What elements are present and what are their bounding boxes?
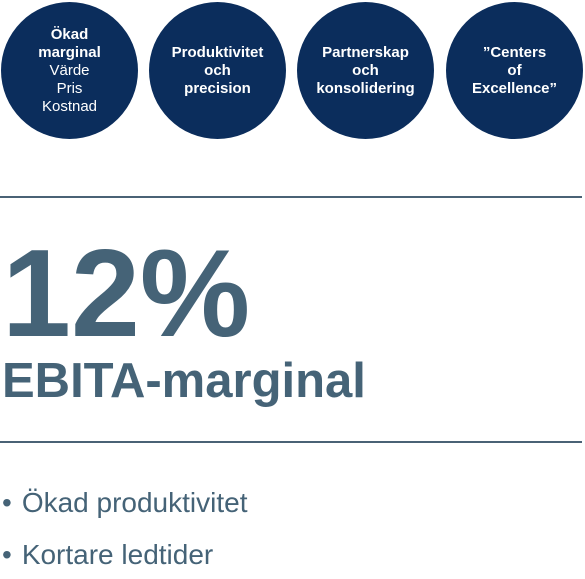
circle-3-line-2: och — [352, 61, 379, 79]
divider-bottom — [0, 441, 582, 443]
circle-1-line-2: marginal — [38, 43, 101, 61]
circle-1-line-4: Pris — [56, 79, 83, 97]
circle-4-line-3: Excellence” — [471, 79, 558, 97]
divider-top — [0, 196, 582, 198]
circle-2-line-1: Produktivitet — [171, 43, 264, 61]
circle-1-line-5: Kostnad — [41, 97, 98, 115]
circle-3-line-3: konsolidering — [316, 79, 415, 97]
circle-4-line-1: ”Centers — [482, 43, 547, 61]
circle-2-line-2: och — [204, 61, 231, 79]
circle-1-line-1: Ökad — [50, 25, 89, 43]
circle-3-line-1: Partnerskap — [322, 43, 409, 61]
circle-produktivitet: Produktivitet och precision — [149, 2, 286, 139]
bullet-text: Ökad produktivitet — [21, 487, 248, 518]
metric-value: 12% — [2, 225, 251, 363]
bullet-marker: • — [2, 487, 12, 518]
circle-partnerskap: Partnerskap och konsolidering — [297, 2, 434, 139]
circle-centers-of-excellence: ”Centers of Excellence” — [446, 2, 583, 139]
bullet-text: Kortare ledtider — [21, 539, 214, 570]
bullet-item: • Kortare ledtider — [2, 538, 213, 572]
circle-2-line-3: precision — [184, 79, 251, 97]
circle-1-line-3: Värde — [49, 61, 90, 79]
bullet-marker: • — [2, 539, 12, 570]
circle-okad-marginal: Ökad marginal Värde Pris Kostnad — [1, 2, 138, 139]
metric-label: EBITA-marginal — [2, 354, 366, 408]
bullet-item: • Ökad produktivitet — [2, 486, 247, 520]
circle-4-line-2: of — [507, 61, 522, 79]
